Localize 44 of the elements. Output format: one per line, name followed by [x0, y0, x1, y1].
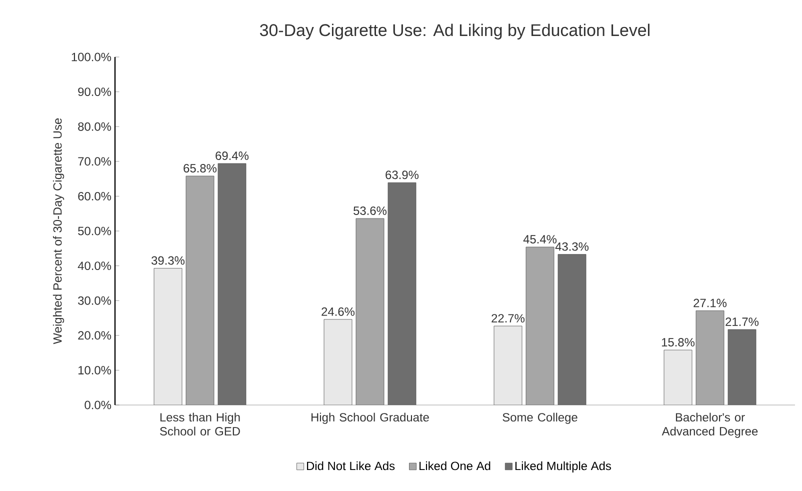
- legend-label: Did Not Like Ads: [307, 461, 395, 470]
- bar: [154, 268, 182, 405]
- bar: [728, 329, 756, 405]
- data-label: 15.8%: [662, 338, 695, 346]
- x-tick-label: Less than High School or GED: [160, 412, 240, 436]
- y-tick-label: 10.0%: [78, 366, 112, 374]
- y-axis-title: Weighted Percent of 30-Day Cigarette Use: [52, 118, 64, 344]
- data-label: 24.6%: [322, 307, 355, 316]
- y-tick-label: 90.0%: [78, 88, 112, 96]
- data-label: 21.7%: [726, 318, 759, 326]
- y-tick-label: 40.0%: [78, 262, 112, 270]
- x-tick-label: Some College: [502, 412, 578, 424]
- bar: [696, 310, 724, 405]
- data-label: 63.9%: [386, 170, 419, 180]
- data-label: 43.3%: [555, 242, 589, 251]
- y-tick-label: 70.0%: [78, 157, 112, 166]
- x-tick-label: High School Graduate: [312, 412, 429, 424]
- y-tick-label: 80.0%: [78, 122, 112, 131]
- legend-label: Liked Multiple Ads: [515, 461, 612, 473]
- y-tick-label: 30.0%: [78, 296, 112, 305]
- bar: [356, 218, 384, 405]
- y-tick-label: 50.0%: [78, 226, 112, 236]
- bar: [664, 350, 692, 405]
- bar: [186, 176, 214, 405]
- y-tick-label: 100.0%: [72, 52, 112, 62]
- data-label: 39.3%: [152, 256, 185, 265]
- bar: [324, 319, 352, 405]
- x-tick-label: Bachelor's or Advanced Degree: [662, 412, 758, 438]
- chart-title: 30-Day Cigarette Use: Ad Liking by Education Level: [260, 24, 650, 40]
- y-tick-label: 0.0%: [84, 400, 112, 410]
- y-tick-label: 20.0%: [78, 331, 112, 340]
- data-label: 65.8%: [184, 164, 217, 172]
- bar: [494, 326, 522, 405]
- bar: [526, 246, 554, 405]
- data-label: 53.6%: [354, 206, 387, 215]
- bar: [558, 254, 586, 405]
- bar: [388, 182, 416, 405]
- data-label: 27.1%: [694, 298, 727, 308]
- y-tick-label: 60.0%: [78, 192, 112, 200]
- data-label: 22.7%: [492, 314, 525, 322]
- legend-label: Liked One Ad: [420, 461, 490, 470]
- data-label: 45.4%: [523, 235, 557, 244]
- data-label: 69.4%: [216, 152, 249, 160]
- bar: [218, 163, 246, 405]
